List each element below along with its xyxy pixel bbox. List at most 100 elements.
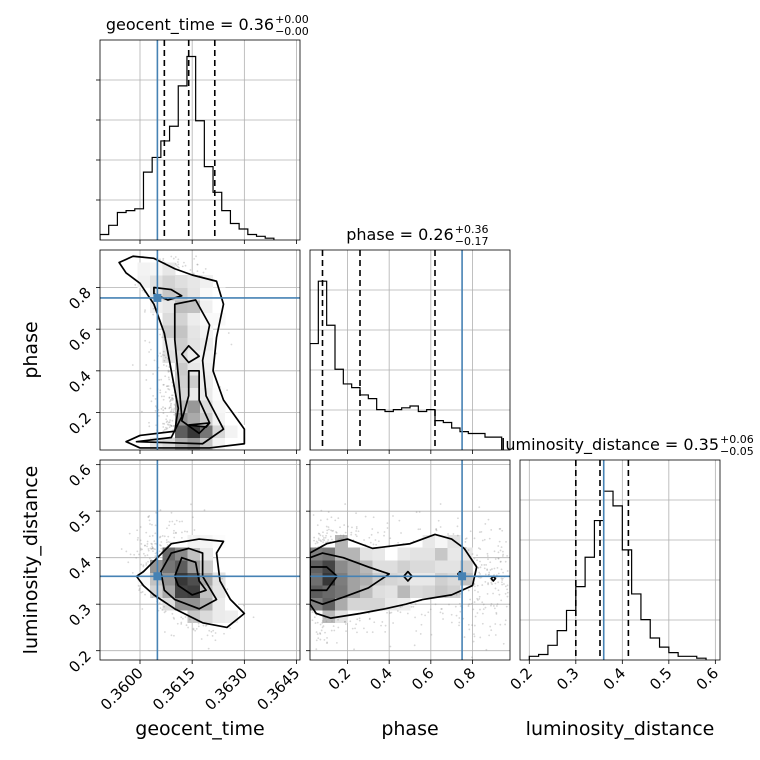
sample-point (148, 351, 150, 353)
sample-point (480, 530, 483, 533)
sample-point (463, 636, 466, 638)
sample-point (164, 375, 167, 378)
sample-point (148, 341, 151, 344)
sample-point (170, 255, 173, 258)
density-cell (360, 585, 373, 598)
x-tick-label: 0.3630 (201, 664, 251, 714)
sample-point (169, 404, 172, 407)
sample-point (465, 537, 468, 540)
sample-point (166, 544, 169, 546)
y-tick-label: 0.4 (65, 554, 95, 584)
plot-area (100, 250, 300, 450)
density-cell (322, 560, 336, 573)
sample-point (167, 385, 170, 387)
sample-point (204, 625, 207, 627)
title-lower-error: −0.00 (275, 25, 309, 38)
title-lower-error: −0.17 (455, 235, 489, 248)
density-cell (187, 362, 201, 376)
sample-point (148, 514, 151, 517)
sample-point (484, 573, 487, 576)
sample-point (160, 407, 163, 410)
sample-point (168, 426, 171, 429)
sample-point (363, 627, 365, 630)
density-cell (322, 610, 336, 623)
sample-point (487, 582, 489, 584)
density-cell (225, 610, 238, 623)
density-cell (422, 572, 436, 586)
sample-point (170, 408, 173, 411)
sample-point (159, 535, 162, 538)
sample-point (471, 656, 473, 659)
sample-point (141, 591, 144, 593)
sample-point (315, 631, 318, 633)
sample-point (372, 543, 375, 546)
density-cell (410, 560, 423, 573)
sample-point (195, 627, 198, 630)
sample-point (342, 534, 345, 537)
density-cell (187, 412, 201, 426)
sample-point (331, 620, 333, 622)
sample-point (330, 516, 333, 519)
sample-point (136, 529, 139, 532)
sample-point (136, 550, 139, 553)
sample-point (161, 608, 164, 611)
density-cell (397, 585, 411, 598)
sample-point (170, 425, 173, 427)
density-cell (200, 437, 213, 450)
sample-point (146, 543, 149, 545)
sample-point (344, 620, 346, 623)
sample-point (311, 619, 314, 622)
sample-point (168, 421, 171, 423)
sample-point (467, 589, 470, 592)
sample-point (152, 394, 155, 397)
sample-point (459, 605, 462, 607)
sample-point (159, 333, 161, 336)
y-tick-label: 0.3 (65, 600, 95, 630)
sample-point (459, 593, 462, 595)
density-cell (460, 560, 473, 573)
sample-point (497, 545, 500, 547)
sample-point (471, 553, 474, 555)
sample-point (435, 528, 438, 531)
density-cell (435, 560, 448, 573)
sample-point (184, 530, 186, 533)
sample-point (176, 622, 179, 625)
sample-point (163, 535, 166, 538)
sample-point (506, 595, 509, 598)
sample-point (380, 624, 382, 627)
sample-point (370, 533, 373, 536)
sample-point (165, 418, 168, 421)
sample-point (174, 263, 177, 265)
sample-point (473, 624, 476, 627)
sample-point (172, 410, 175, 413)
sample-point (138, 553, 140, 556)
sample-point (476, 612, 479, 614)
sample-point (169, 410, 172, 413)
sample-point (468, 628, 471, 631)
sample-point (170, 424, 173, 427)
sample-point (171, 419, 174, 422)
sample-point (321, 620, 324, 622)
density-cell (187, 585, 201, 598)
sample-point (490, 629, 493, 632)
sample-point (455, 593, 458, 596)
sample-point (491, 568, 493, 570)
sample-point (467, 605, 470, 607)
sample-point (150, 548, 153, 551)
sample-point (386, 527, 389, 529)
sample-point (482, 608, 485, 611)
sample-point (486, 592, 489, 595)
sample-point (458, 621, 461, 624)
axes-phase-vs-phase (309, 249, 511, 454)
sample-point (474, 589, 476, 592)
sample-point (171, 397, 174, 400)
sample-point (162, 406, 164, 409)
sample-point (171, 394, 174, 397)
density-cell (410, 585, 423, 598)
sample-point (316, 633, 319, 635)
sample-point (151, 596, 154, 599)
x-tick-label: 0.2 (507, 664, 537, 694)
sample-point (145, 531, 148, 534)
sample-point (491, 583, 493, 586)
sample-point (154, 552, 157, 555)
